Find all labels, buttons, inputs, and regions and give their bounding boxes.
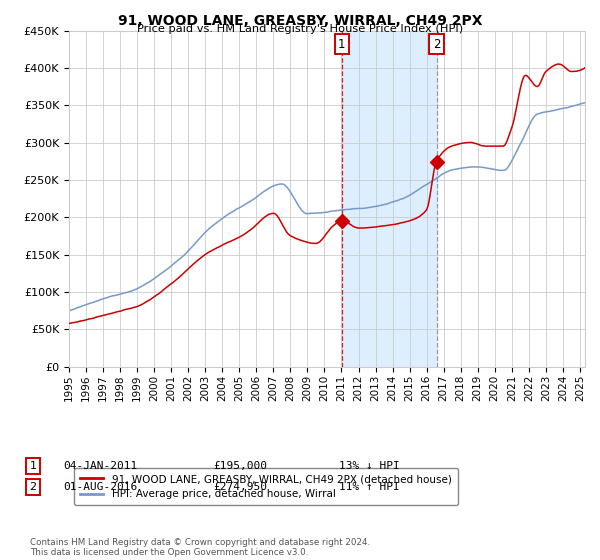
Text: 1: 1 [338, 38, 346, 50]
Bar [342, 31, 437, 367]
Text: 2: 2 [433, 38, 440, 50]
Text: 1: 1 [29, 461, 37, 471]
Text: 11% ↑ HPI: 11% ↑ HPI [339, 482, 400, 492]
Text: 01-AUG-2016: 01-AUG-2016 [63, 482, 137, 492]
Text: £274,950: £274,950 [213, 482, 267, 492]
Text: 91, WOOD LANE, GREASBY, WIRRAL, CH49 2PX: 91, WOOD LANE, GREASBY, WIRRAL, CH49 2PX [118, 14, 482, 28]
Legend: 91, WOOD LANE, GREASBY, WIRRAL, CH49 2PX (detached house), HPI: Average price, d: 91, WOOD LANE, GREASBY, WIRRAL, CH49 2PX… [74, 468, 458, 506]
Text: Contains HM Land Registry data © Crown copyright and database right 2024.
This d: Contains HM Land Registry data © Crown c… [30, 538, 370, 557]
Text: 04-JAN-2011: 04-JAN-2011 [63, 461, 137, 471]
Text: £195,000: £195,000 [213, 461, 267, 471]
Text: 13% ↓ HPI: 13% ↓ HPI [339, 461, 400, 471]
Text: Price paid vs. HM Land Registry's House Price Index (HPI): Price paid vs. HM Land Registry's House … [137, 24, 463, 34]
Text: 2: 2 [29, 482, 37, 492]
